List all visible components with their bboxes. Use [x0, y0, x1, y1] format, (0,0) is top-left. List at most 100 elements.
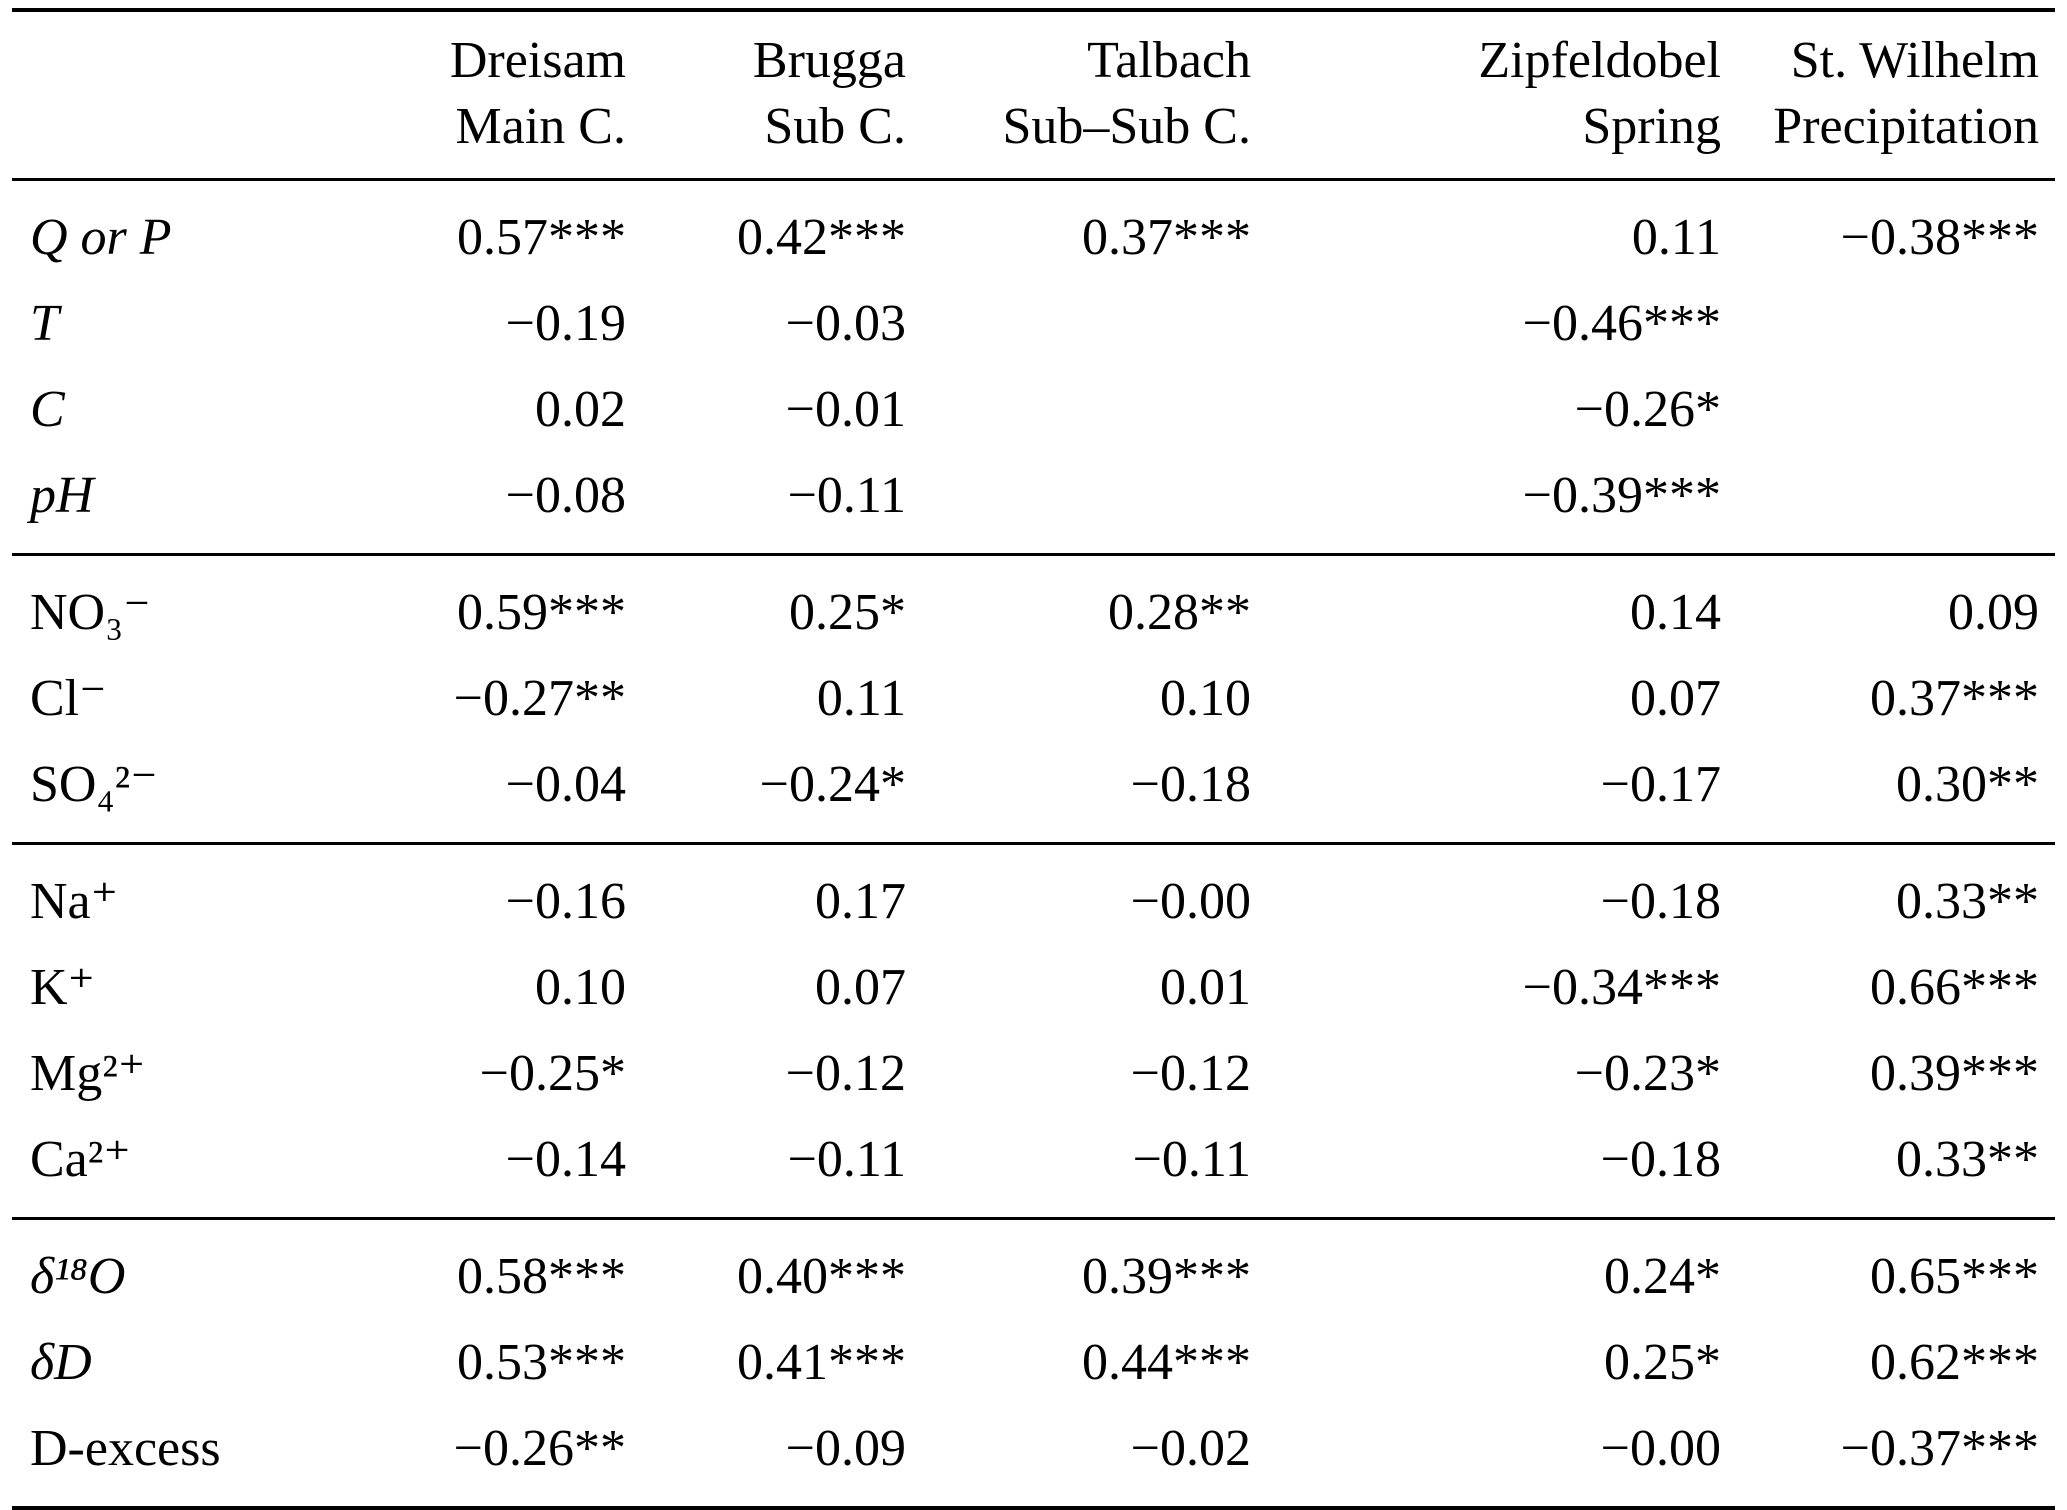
cell-value [1737, 453, 2055, 555]
cell-value: 0.37*** [1082, 209, 1251, 266]
cell-value: −0.11 [787, 467, 906, 524]
cell-value: 0.59*** [312, 553, 642, 656]
cell-value: 0.14 [1267, 553, 1737, 656]
cell-value [922, 453, 1267, 555]
cell-value: −0.19 [505, 295, 626, 352]
row-label: Na⁺ [12, 842, 312, 945]
table-row: K⁺ 0.10 0.07 0.01 −0.34*** 0.66*** [12, 945, 2055, 1031]
cell-value: −0.04 [505, 756, 626, 813]
table-row: Q or P 0.57*** 0.42*** 0.37*** 0.11 −0.38*** [12, 180, 2055, 282]
cell-value: −0.46*** [1522, 295, 1721, 352]
column-header-st-wilhelm: St. Wilhelm Precipitation [1737, 10, 2055, 181]
cell-value: −0.12 [785, 1045, 906, 1102]
cell-value: 0.58*** [312, 1217, 642, 1320]
cell-value: −0.11 [1132, 1131, 1251, 1188]
table-row: T −0.19 −0.03 −0.46*** [12, 281, 2055, 367]
paper-table-page: Dreisam Main C. Brugga Sub C. Talbach Su… [0, 8, 2067, 1510]
header-row: Dreisam Main C. Brugga Sub C. Talbach Su… [12, 10, 2055, 181]
cell-value: 0.07 [815, 959, 906, 1016]
cell-value: 0.65*** [1737, 1217, 2055, 1320]
cell-value: −0.26* [1574, 381, 1721, 438]
cell-value: 0.37*** [1870, 670, 2039, 727]
cell-value: 0.33** [1737, 842, 2055, 945]
header-empty-cell [12, 10, 312, 181]
table-row: Na⁺ −0.16 0.17 −0.00 −0.18 0.33** [12, 842, 2055, 945]
column-header-brugga: Brugga Sub C. [642, 10, 922, 181]
cell-value: −0.25* [479, 1045, 626, 1102]
cell-value: 0.24* [1267, 1217, 1737, 1320]
cell-value: −0.16 [312, 842, 642, 945]
cell-value: −0.00 [1600, 1420, 1721, 1477]
column-header-talbach: Talbach Sub–Sub C. [922, 10, 1267, 181]
row-label: δD [30, 1334, 92, 1391]
cell-value: 0.09 [1737, 553, 2055, 656]
column-subtitle: Spring [1582, 98, 1721, 155]
cell-value [922, 281, 1267, 367]
cell-value: −0.26** [453, 1420, 626, 1477]
column-header-dreisam: Dreisam Main C. [312, 10, 642, 181]
cell-value: 0.66*** [1870, 959, 2039, 1016]
cell-value: −0.03 [785, 295, 906, 352]
cell-value: −0.38*** [1840, 209, 2039, 266]
cell-value: 0.28** [922, 553, 1267, 656]
cell-value: 0.57*** [457, 209, 626, 266]
cell-value: −0.39*** [1522, 467, 1721, 524]
column-name: St. Wilhelm [1790, 32, 2039, 89]
row-label: C [30, 381, 65, 438]
cell-value: 0.11 [1631, 209, 1721, 266]
cell-value: −0.14 [505, 1131, 626, 1188]
cell-value: 0.53*** [457, 1334, 626, 1391]
row-label: SO₄²⁻ [30, 756, 158, 813]
row-label: Ca²⁺ [30, 1131, 131, 1188]
cell-value: −0.18 [1267, 842, 1737, 945]
cell-value: −0.08 [505, 467, 626, 524]
cell-value: 0.39*** [922, 1217, 1267, 1320]
cell-value: −0.37*** [1840, 1420, 2039, 1477]
correlation-table: Dreisam Main C. Brugga Sub C. Talbach Su… [12, 8, 2055, 1510]
cell-value: −0.01 [785, 381, 906, 438]
table-row: SO₄²⁻ −0.04 −0.24* −0.18 −0.17 0.30** [12, 742, 2055, 844]
cell-value: −0.18 [1130, 756, 1251, 813]
cell-value: 0.41*** [737, 1334, 906, 1391]
cell-value [922, 367, 1267, 453]
cell-value: −0.27** [453, 670, 626, 727]
cell-value: 0.02 [535, 381, 626, 438]
table-row: δ¹⁸O 0.58*** 0.40*** 0.39*** 0.24* 0.65*** [12, 1217, 2055, 1320]
cell-value: 0.17 [642, 842, 922, 945]
row-label: Mg²⁺ [30, 1045, 146, 1102]
column-subtitle: Precipitation [1773, 98, 2039, 155]
cell-value: 0.39*** [1870, 1045, 2039, 1102]
cell-value: −0.12 [1130, 1045, 1251, 1102]
cell-value [1737, 367, 2055, 453]
column-subtitle: Main C. [455, 98, 626, 155]
cell-value: −0.34*** [1522, 959, 1721, 1016]
table-header: Dreisam Main C. Brugga Sub C. Talbach Su… [12, 10, 2055, 181]
cell-value: 0.44*** [1082, 1334, 1251, 1391]
row-label: δ¹⁸O [12, 1217, 312, 1320]
column-name: Talbach [1087, 32, 1251, 89]
cell-value: 0.62*** [1870, 1334, 2039, 1391]
table-row: NO₃⁻ 0.59*** 0.25* 0.28** 0.14 0.09 [12, 553, 2055, 656]
cell-value: −0.02 [1130, 1420, 1251, 1477]
row-label: T [30, 295, 59, 352]
cell-value: 0.40*** [642, 1217, 922, 1320]
cell-value: 0.30** [1896, 756, 2039, 813]
table-row: pH −0.08 −0.11 −0.39*** [12, 453, 2055, 555]
cell-value: −0.23* [1574, 1045, 1721, 1102]
column-name: Zipfeldobel [1478, 32, 1721, 89]
table-row: δD 0.53*** 0.41*** 0.44*** 0.25* 0.62*** [12, 1320, 2055, 1406]
table-row: Mg²⁺ −0.25* −0.12 −0.12 −0.23* 0.39*** [12, 1031, 2055, 1117]
table-row: Ca²⁺ −0.14 −0.11 −0.11 −0.18 0.33** [12, 1117, 2055, 1219]
table-row: Cl⁻ −0.27** 0.11 0.10 0.07 0.37*** [12, 656, 2055, 742]
cell-value: 0.25* [642, 553, 922, 656]
column-name: Brugga [752, 32, 906, 89]
cell-value: −0.18 [1600, 1131, 1721, 1188]
cell-value: 0.11 [816, 670, 906, 727]
column-header-zipfeldobel: Zipfeldobel Spring [1267, 10, 1737, 181]
table-row: C 0.02 −0.01 −0.26* [12, 367, 2055, 453]
cell-value: 0.10 [1160, 670, 1251, 727]
column-name: Dreisam [449, 32, 626, 89]
cell-value: 0.33** [1896, 1131, 2039, 1188]
cell-value: −0.11 [787, 1131, 906, 1188]
cell-value: −0.09 [785, 1420, 906, 1477]
